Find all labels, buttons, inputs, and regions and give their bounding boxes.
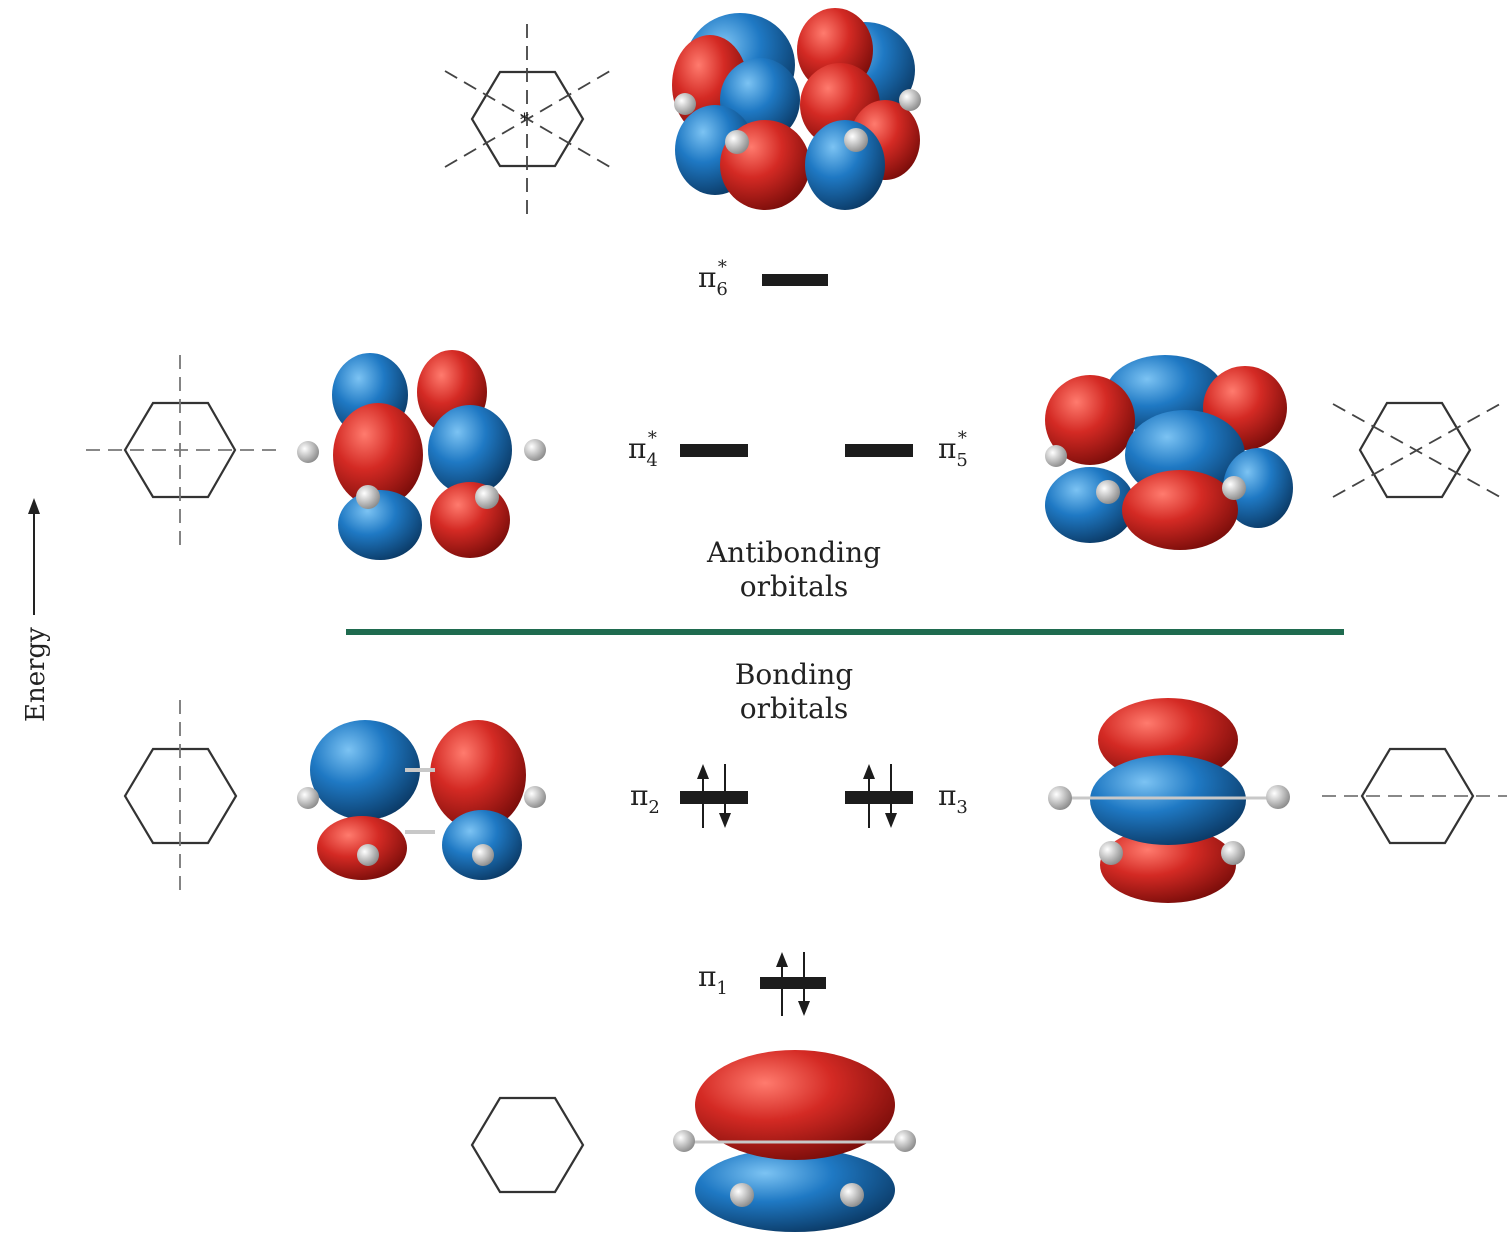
spin-down-icon — [719, 813, 731, 828]
hexagon-nodes-pi3 — [1322, 747, 1507, 845]
energy-axis-label: Energy — [21, 627, 51, 722]
spin-up-icon — [697, 764, 709, 779]
hexagon-nodes-pi4 — [86, 355, 276, 545]
spin-up-icon — [776, 952, 788, 967]
svg-text:*: * — [520, 110, 529, 131]
antibonding-caption-line1: Antibonding — [706, 536, 881, 569]
hexagon-nodes-pi5 — [1332, 401, 1501, 499]
bonding-divider: Antibonding orbitals Bonding orbitals — [346, 536, 1344, 725]
orbital-lobes-pi6 — [672, 8, 921, 210]
hexagon-nodes-pi6: * — [444, 24, 611, 214]
orbital-lobes-pi2 — [297, 720, 546, 880]
hexagon-nodes-pi2 — [123, 700, 238, 890]
orbital-lobes-pi1 — [673, 1050, 916, 1232]
level-pi5: π5* — [845, 428, 968, 471]
electron-pair-pi1 — [776, 952, 810, 1016]
electron-pair-pi2 — [697, 764, 731, 828]
benzene-ring-icon — [470, 70, 585, 168]
spin-down-icon — [885, 813, 897, 828]
orbital-lobes-pi5 — [1045, 355, 1293, 550]
level-bar-pi6 — [762, 274, 828, 286]
benzene-ring-icon — [470, 1096, 585, 1194]
level-pi3: π3 — [845, 764, 968, 828]
level-pi1: π1 — [698, 952, 826, 1016]
level-pi4: π4* — [628, 428, 748, 471]
hexagon-nodes-pi1 — [470, 1096, 585, 1194]
benzene-ring-icon — [123, 401, 237, 499]
antibonding-caption-line2: orbitals — [740, 570, 848, 603]
level-pi2: π2 — [630, 764, 748, 828]
level-pi6: π6* — [698, 257, 828, 300]
benzene-ring-icon — [1360, 747, 1475, 845]
spin-up-icon — [863, 764, 875, 779]
level-bar-pi1 — [760, 977, 826, 989]
label-pi3: π3 — [938, 779, 968, 818]
bonding-caption-line2: orbitals — [740, 692, 848, 725]
benzene-ring-icon — [123, 747, 238, 845]
level-bar-pi5 — [845, 444, 913, 457]
orbital-lobes-pi3 — [1048, 698, 1290, 903]
label-pi4: π4* — [628, 428, 658, 471]
energy-levels: π6* π4* π5* π2 π3 — [628, 257, 968, 1016]
bonding-caption-line1: Bonding — [735, 658, 853, 691]
energy-arrow-head-icon — [28, 498, 40, 514]
orbital-lobes-pi4 — [297, 350, 546, 560]
energy-axis: Energy — [21, 498, 51, 722]
benzene-ring-icon — [1358, 401, 1472, 499]
spin-down-icon — [798, 1001, 810, 1016]
level-bar-pi2 — [680, 791, 748, 804]
electron-pair-pi3 — [863, 764, 897, 828]
label-pi1: π1 — [698, 960, 728, 999]
label-pi6: π6* — [698, 257, 728, 300]
level-bar-pi3 — [845, 791, 913, 804]
level-bar-pi4 — [680, 444, 748, 457]
label-pi5: π5* — [938, 428, 968, 471]
label-pi2: π2 — [630, 779, 660, 818]
